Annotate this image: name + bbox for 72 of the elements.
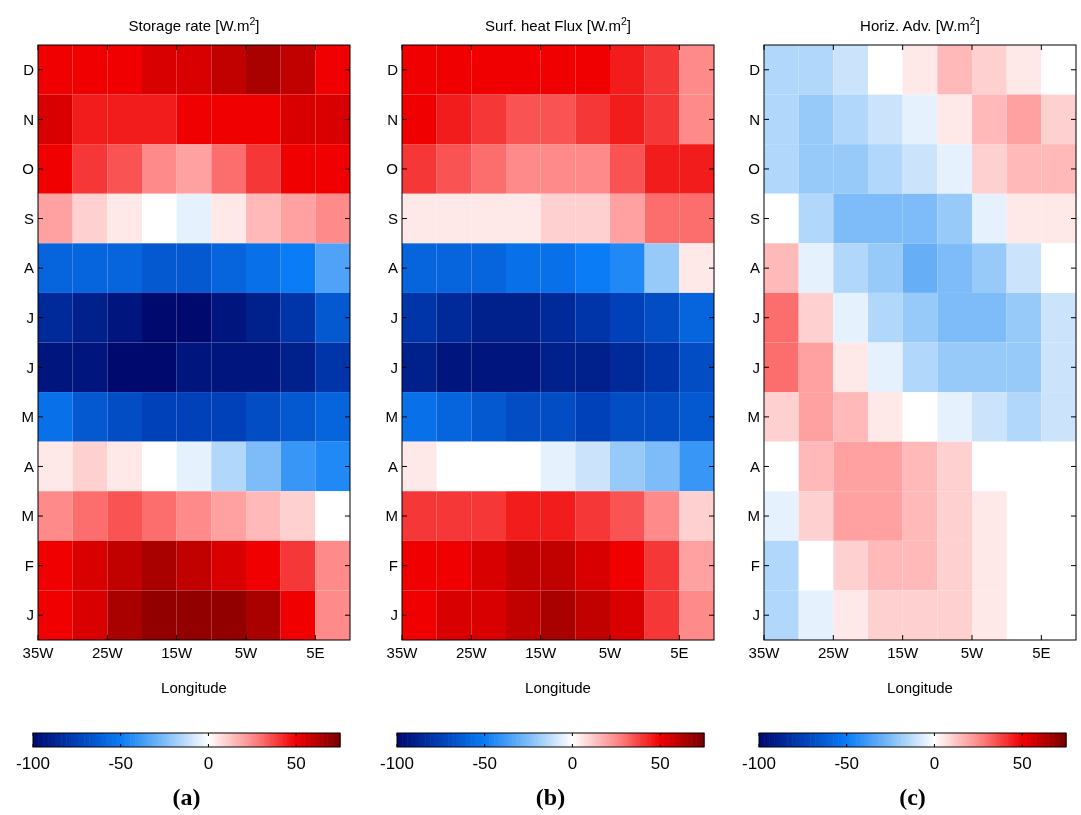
x-tick-label: 5E (306, 644, 325, 661)
y-tick-label: A (749, 259, 760, 277)
y-tick-label: S (749, 209, 760, 227)
y-tick-label: J (390, 606, 398, 624)
y-tick-label: A (749, 457, 760, 475)
y-tick-label: M (385, 507, 398, 525)
y-tick-label: M (21, 507, 34, 525)
x-tick-label: 15W (161, 644, 193, 661)
y-tick-label: O (386, 160, 398, 178)
y-tick-label: J (752, 606, 760, 624)
y-tick-label: D (23, 61, 35, 79)
y-tick-label: J (752, 358, 760, 376)
x-tick-label: 25W (91, 644, 124, 661)
x-tick-label: 35W (386, 644, 419, 661)
x-tick-label: 15W (525, 644, 557, 661)
color-bar-label: -100 (15, 754, 51, 773)
y-tick-label: A (387, 259, 398, 277)
y-tick-label: J (26, 358, 34, 376)
y-tick-label: M (747, 507, 760, 525)
y-tick-label: M (385, 408, 398, 426)
x-tick-label: 5E (1032, 644, 1051, 661)
y-tick-label: M (21, 408, 34, 426)
text: (a) (172, 784, 201, 810)
x-axis-title: Longitude (161, 679, 227, 696)
y-tick-label: J (26, 606, 34, 624)
text: (c) (899, 784, 926, 810)
y-tick-label: F (388, 556, 398, 574)
color-bar-label: 50 (1012, 754, 1032, 773)
y-tick-label: J (390, 308, 398, 326)
y-tick-label: A (23, 259, 34, 277)
y-tick-label: F (24, 556, 34, 574)
y-tick-label: J (752, 308, 760, 326)
y-tick-label: M (747, 408, 760, 426)
y-tick-label: J (390, 358, 398, 376)
y-tick-label: N (749, 110, 760, 128)
x-tick-label: 25W (455, 644, 488, 661)
chart-title: Storage rate [W.m$^{2}$] (128, 15, 260, 34)
text: (b) (535, 784, 566, 810)
x-tick-label: 35W (748, 644, 781, 661)
color-bar-label: -100 (741, 754, 777, 773)
x-tick-label: 5E (670, 644, 689, 661)
y-tick-label: S (23, 209, 34, 227)
x-tick-label: 25W (817, 644, 850, 661)
y-tick-label: N (23, 110, 34, 128)
color-bar-label: -50 (834, 754, 859, 773)
y-tick-label: D (387, 61, 399, 79)
y-tick-label: D (749, 61, 761, 79)
chart-title: Surf. heat Flux [W.m$^{2}$] (485, 15, 631, 34)
y-tick-label: O (22, 160, 34, 178)
x-tick-label: 35W (22, 644, 55, 661)
x-axis-title: Longitude (887, 679, 953, 696)
y-tick-label: J (26, 308, 34, 326)
y-tick-label: A (23, 457, 34, 475)
y-tick-label: A (387, 457, 398, 475)
y-tick-label: O (748, 160, 760, 178)
x-tick-label: 5W (960, 644, 985, 661)
color-bar-label: 0 (203, 754, 214, 773)
color-bar-label: 50 (286, 754, 306, 773)
chart-title: Horiz. Adv. [W.m$^{2}$] (860, 15, 980, 34)
x-tick-label: 5W (598, 644, 623, 661)
color-bar-label: 0 (567, 754, 578, 773)
color-bar-label: 50 (650, 754, 670, 773)
color-bar-label: 0 (929, 754, 940, 773)
y-tick-label: S (387, 209, 398, 227)
color-bar-label: -50 (108, 754, 133, 773)
y-tick-label: F (750, 556, 760, 574)
x-tick-label: 5W (234, 644, 259, 661)
x-tick-label: 15W (887, 644, 919, 661)
color-bar-label: -100 (379, 754, 415, 773)
y-tick-label: N (387, 110, 398, 128)
x-axis-title: Longitude (525, 679, 591, 696)
color-bar-label: -50 (472, 754, 497, 773)
